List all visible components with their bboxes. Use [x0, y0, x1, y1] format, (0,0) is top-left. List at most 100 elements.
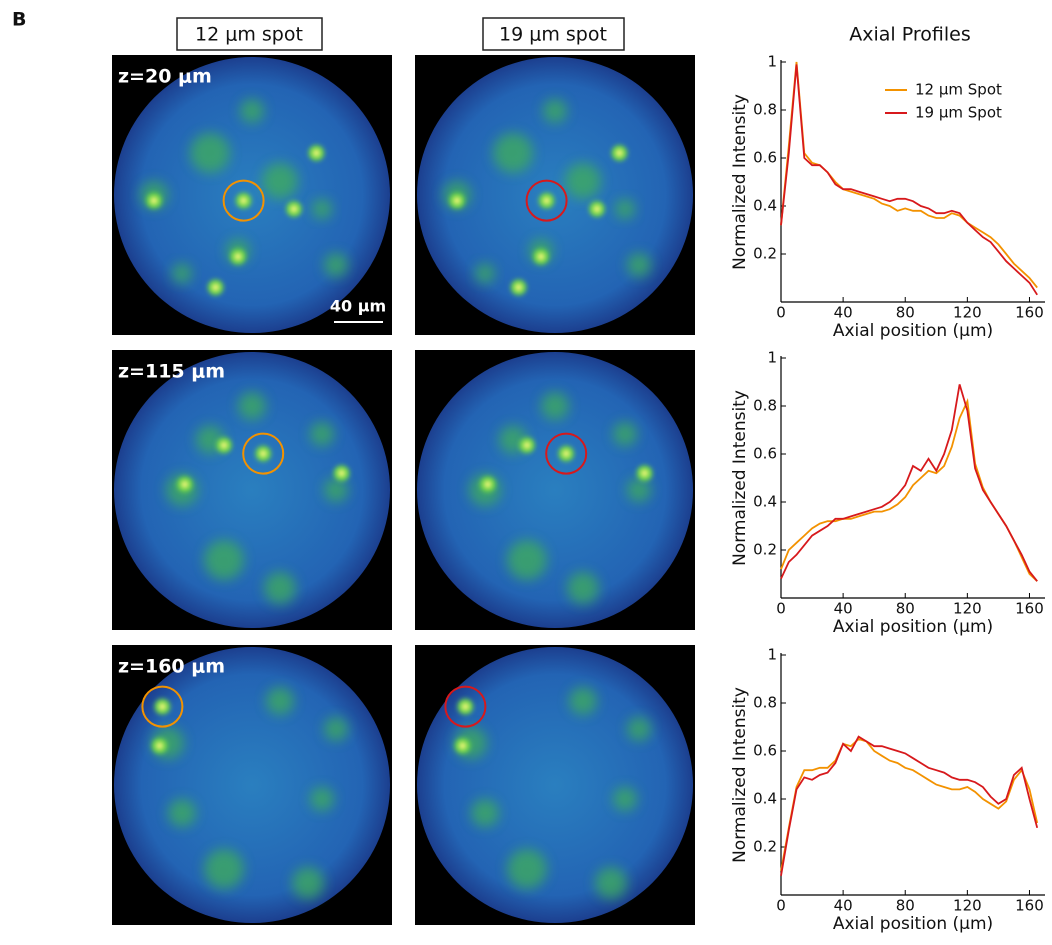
y-tick-label: 0.8: [753, 101, 777, 119]
image-spot-core: [461, 703, 469, 711]
x-axis-label: Axial position (μm): [833, 321, 993, 341]
series-line: [780, 737, 1039, 872]
scale-bar-label: 40 μm: [330, 297, 386, 316]
spot-ring: [525, 179, 568, 222]
image-blob: [240, 99, 264, 123]
y-tick-label: 0.6: [753, 149, 777, 167]
image-blob: [565, 163, 601, 199]
header-box: [482, 17, 625, 51]
image-blob: [310, 422, 334, 446]
image-blob: [266, 687, 294, 715]
image-spot-core: [181, 480, 189, 488]
image-spot-core: [515, 283, 523, 291]
x-tick-label: 0: [776, 600, 786, 618]
x-tick-label: 120: [953, 304, 982, 322]
image-blob: [613, 422, 637, 446]
x-axis-label: Axial position (μm): [833, 914, 993, 934]
column-header: 12 μm spot: [195, 24, 303, 46]
spot-ring: [545, 432, 588, 475]
image-spot-core: [312, 149, 320, 157]
image-blob: [204, 540, 244, 580]
image-blob: [569, 687, 597, 715]
x-tick-label: 40: [834, 304, 853, 322]
y-tick-label: 0.8: [753, 694, 777, 712]
image-blob: [567, 572, 599, 604]
spot-ring: [242, 432, 285, 475]
y-tick-label: 0.4: [753, 197, 777, 215]
y-axis-label: Normalized Intensity: [730, 94, 750, 270]
legend-label: 19 μm Spot: [915, 104, 1002, 122]
x-tick-label: 0: [776, 897, 786, 915]
legend-label: 12 μm Spot: [915, 81, 1002, 99]
y-tick-label: 0.8: [753, 397, 777, 415]
image-spot-core: [484, 480, 492, 488]
image-blob: [190, 133, 230, 173]
image-blob: [172, 263, 192, 284]
image-blob: [543, 99, 567, 123]
x-tick-label: 120: [953, 897, 982, 915]
image-blob: [324, 717, 348, 741]
image-disc: [417, 647, 693, 923]
x-tick-label: 160: [1015, 897, 1044, 915]
column-header: 19 μm spot: [499, 24, 607, 46]
image-spot-core: [338, 469, 346, 477]
x-tick-label: 40: [834, 897, 853, 915]
image-disc: [417, 352, 693, 628]
image-blob: [613, 787, 637, 811]
image-spot-core: [290, 205, 298, 213]
x-tick-label: 120: [953, 600, 982, 618]
image-blob: [310, 787, 334, 811]
y-tick-label: 0.2: [753, 245, 777, 263]
image-spot-core: [562, 450, 570, 458]
image-disc: [114, 647, 390, 923]
y-tick-label: 1: [767, 646, 777, 664]
image-blob: [541, 392, 569, 420]
y-tick-label: 0.2: [753, 838, 777, 856]
image-spot-core: [523, 441, 531, 449]
z-label: z=20 μm: [118, 66, 212, 88]
image-spot-core: [459, 742, 467, 750]
image-blob: [475, 263, 495, 284]
x-tick-label: 160: [1015, 600, 1044, 618]
image-blob: [627, 253, 651, 277]
image-spot-core: [537, 253, 545, 261]
header-box: [176, 17, 323, 51]
image-blob: [627, 717, 651, 741]
image-spot-core: [156, 742, 164, 750]
x-tick-label: 160: [1015, 304, 1044, 322]
image-blob: [507, 849, 547, 889]
x-tick-label: 80: [896, 304, 915, 322]
y-tick-label: 0.4: [753, 790, 777, 808]
series-line: [780, 735, 1039, 876]
profiles-title: Axial Profiles: [849, 24, 970, 46]
image-spot-core: [240, 197, 248, 205]
image-spot-core: [259, 450, 267, 458]
image-spot-core: [453, 197, 461, 205]
spot-ring: [141, 685, 184, 728]
image-spot-core: [615, 149, 623, 157]
y-axis-label: Normalized Intensity: [730, 687, 750, 863]
y-tick-label: 0.4: [753, 493, 777, 511]
charts: 0.2 0.4 0.6 0.8 1 0 40 80 120 160 Axial position (…: [730, 53, 1045, 934]
images: z=20 μm z=115 μm z=160 μm 40 μm: [112, 55, 695, 925]
image-spot-core: [234, 253, 242, 261]
image-spot-core: [150, 197, 158, 205]
image-blob: [262, 163, 298, 199]
image-blob: [471, 799, 499, 827]
image-spot-core: [212, 283, 220, 291]
series-line: [780, 384, 1038, 582]
image-blob: [507, 540, 547, 580]
image-blob: [627, 478, 651, 502]
y-tick-label: 0.6: [753, 445, 777, 463]
image-spot-core: [158, 703, 166, 711]
image-blob: [324, 253, 348, 277]
image-blob: [168, 799, 196, 827]
image-blob: [204, 849, 244, 889]
series-line: [780, 397, 1038, 582]
image-blob: [264, 572, 296, 604]
y-axis-label: Normalized Intensity: [730, 390, 750, 566]
x-tick-label: 0: [776, 304, 786, 322]
spot-ring: [222, 179, 265, 222]
y-tick-label: 1: [767, 53, 777, 71]
x-tick-label: 80: [896, 897, 915, 915]
